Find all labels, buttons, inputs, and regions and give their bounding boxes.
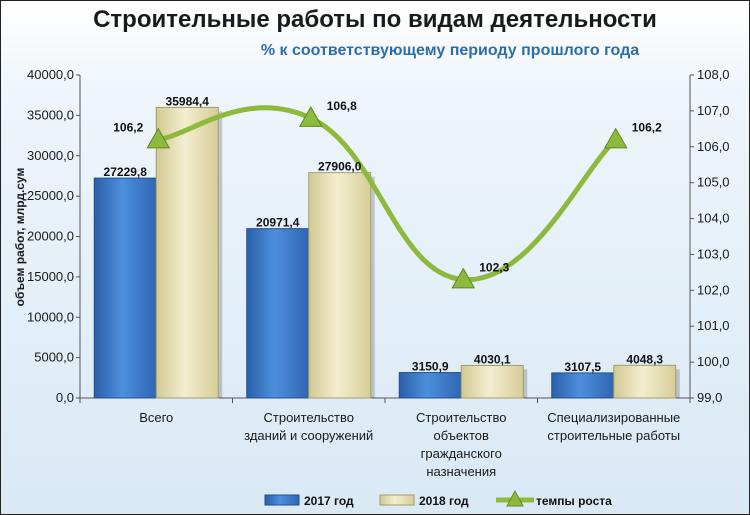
bar-value-label: 20971,4 xyxy=(256,216,300,230)
y-tick-label: 10000,0 xyxy=(27,309,74,324)
y-tick-label: 20000,0 xyxy=(27,229,74,244)
bar-2018-3 xyxy=(613,364,677,399)
y-tick-label: 40000,0 xyxy=(27,67,74,82)
y2-tick-label: 105,0 xyxy=(697,175,730,190)
bar-2017-2 xyxy=(398,372,462,399)
growth-rate-marker xyxy=(451,267,476,289)
legend-label-growth: темпы роста xyxy=(536,494,612,508)
y2-tick-label: 102,0 xyxy=(697,282,730,297)
growth-rate-label: 106,2 xyxy=(632,121,662,135)
y2-tick-label: 100,0 xyxy=(697,354,730,369)
growth-rate-label: 106,8 xyxy=(327,99,357,113)
y-tick-label: 15000,0 xyxy=(27,269,74,284)
bar-2018-1 xyxy=(308,172,372,399)
category-labels: Всего Строительство зданий и сооруженийСтр… xyxy=(139,410,680,479)
growth-rate-marker xyxy=(298,106,323,127)
growth-rate-marker xyxy=(603,127,628,149)
y2-tick-label: 103,0 xyxy=(697,246,730,261)
category-label-line: строительные работы xyxy=(547,428,680,443)
category-label-line: объектов xyxy=(434,428,489,443)
y2-tick-label: 106,0 xyxy=(697,139,730,154)
category-label: Специализированные строительные работы xyxy=(547,410,680,443)
growth-rate-label: 106,2 xyxy=(113,121,143,135)
bar-2018-2 xyxy=(460,364,524,399)
bar-2018-0 xyxy=(155,106,219,399)
bar-value-label: 3150,9 xyxy=(412,360,449,374)
bar-value-label: 4048,3 xyxy=(626,352,663,366)
bar-2017-1 xyxy=(246,228,310,399)
bar-value-label: 3107,5 xyxy=(564,360,601,374)
growth-rate-line xyxy=(155,105,619,283)
bars xyxy=(93,106,680,399)
legend: 2017 год 2018 год темпы роста xyxy=(264,489,612,508)
bar-2017-3 xyxy=(551,372,615,399)
category-label: Всего xyxy=(139,410,173,425)
growth-rate-label: 102,3 xyxy=(479,261,509,275)
chart-subtitle: % к соответствующему периоду прошлого го… xyxy=(260,42,640,59)
category-label-line: Строительство xyxy=(416,410,506,425)
y-tick-label: 0,0 xyxy=(56,390,74,405)
bar-value-label: 27906,0 xyxy=(318,160,362,174)
growth-line-layer xyxy=(146,105,628,289)
legend-swatch-growth-marker xyxy=(506,489,524,507)
category-label-line: зданий и сооружений xyxy=(244,428,373,443)
category-label-line: гражданского xyxy=(421,446,502,461)
legend-swatch-2018 xyxy=(379,494,415,506)
legend-swatch-2017 xyxy=(264,494,300,506)
y2-tick-label: 99,0 xyxy=(697,390,722,405)
bar-value-label: 35984,4 xyxy=(166,94,210,108)
legend-label-2018: 2018 год xyxy=(419,494,469,508)
chart-title: Строительные работы по видам деятельност… xyxy=(93,6,657,33)
category-label-line: назначения xyxy=(426,464,496,479)
y-tick-label: 35000,0 xyxy=(27,107,74,122)
y-tick-label: 30000,0 xyxy=(27,148,74,163)
bar-value-label: 27229,8 xyxy=(104,165,148,179)
y-tick-label: 5000,0 xyxy=(34,350,74,365)
category-label: Строительство зданий и сооружений xyxy=(244,410,373,443)
bar-value-label: 4030,1 xyxy=(474,352,511,366)
legend-label-2017: 2017 год xyxy=(304,494,354,508)
data-labels: 27229,8 20971,4 3150,9 3107,5 35984,4 27906,0… xyxy=(104,94,664,373)
category-label-line: Специализированные xyxy=(547,410,680,425)
bar-2017-0 xyxy=(93,177,157,399)
y2-tick-label: 104,0 xyxy=(697,211,730,226)
category-label: Строительство объектов гражданского назначе… xyxy=(416,410,506,479)
y2-tick-label: 108,0 xyxy=(697,67,730,82)
category-label-line: Всего xyxy=(139,410,173,425)
category-label-line: Строительство xyxy=(264,410,354,425)
growth-rate-marker xyxy=(146,127,171,149)
y-tick-label: 25000,0 xyxy=(27,188,74,203)
y2-tick-label: 107,0 xyxy=(697,103,730,118)
y2-tick-label: 101,0 xyxy=(697,318,730,333)
